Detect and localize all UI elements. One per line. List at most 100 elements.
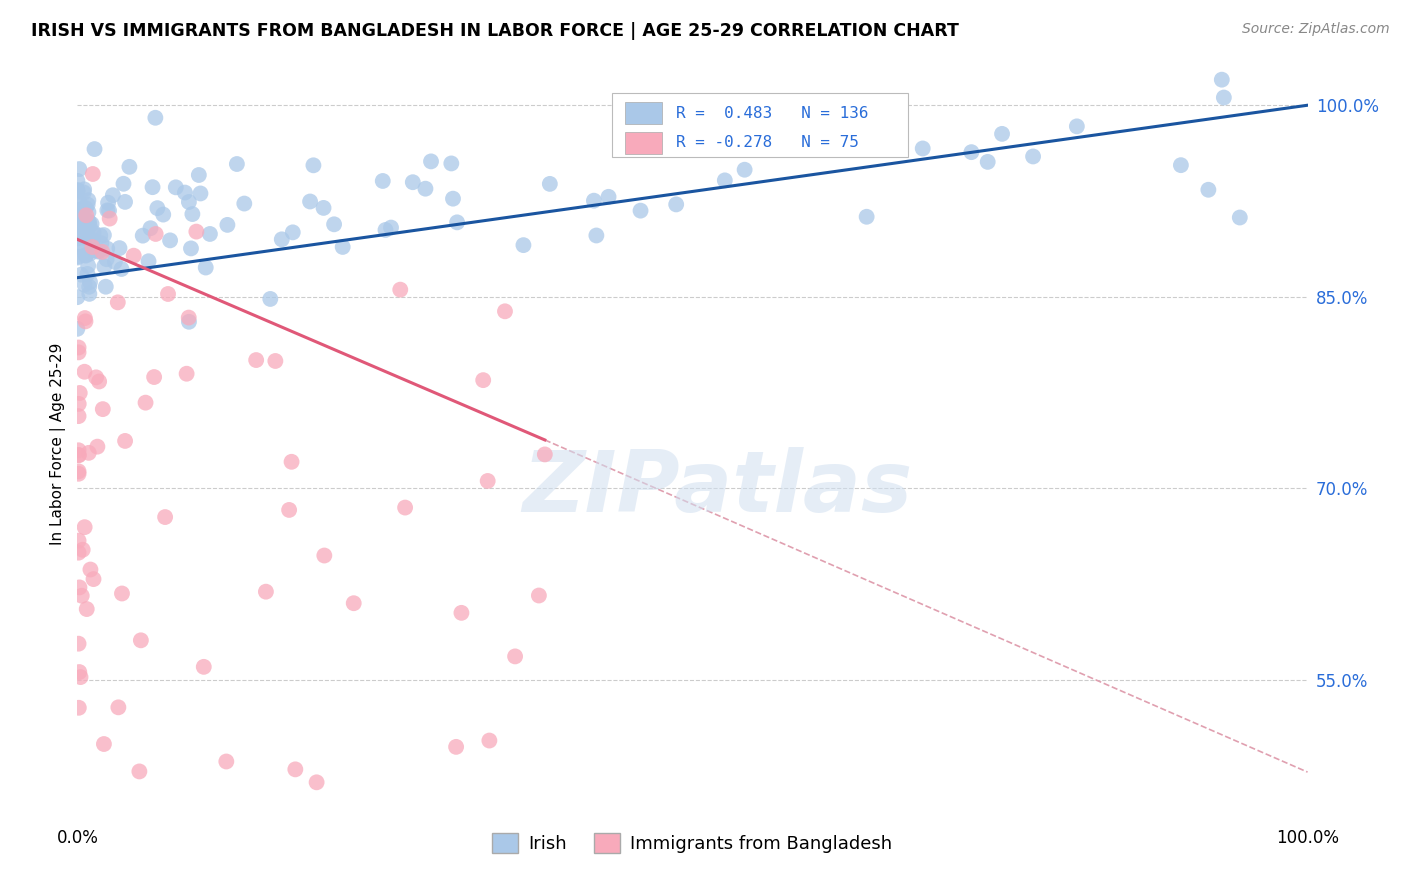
Text: R = -0.278   N = 75: R = -0.278 N = 75 — [676, 136, 859, 151]
Point — [143, 370, 166, 384]
Point — [67, 464, 90, 478]
Point — [734, 162, 756, 177]
Point — [67, 397, 90, 411]
Point — [75, 201, 97, 215]
Point — [66, 202, 89, 217]
Point — [190, 186, 212, 201]
Point — [314, 549, 336, 563]
Point — [67, 215, 90, 229]
Point — [714, 173, 737, 187]
Point — [1066, 120, 1088, 134]
Point — [69, 386, 91, 401]
Point — [494, 304, 516, 318]
Text: R =  0.483   N = 136: R = 0.483 N = 136 — [676, 105, 869, 120]
Point — [630, 203, 652, 218]
Point — [70, 268, 93, 282]
Point — [90, 236, 112, 251]
Point — [139, 221, 162, 235]
Point — [176, 367, 198, 381]
Point — [67, 47, 90, 62]
Point — [69, 203, 91, 218]
Point — [582, 194, 605, 208]
Point — [112, 177, 135, 191]
Point — [69, 229, 91, 244]
Point — [89, 375, 111, 389]
Point — [991, 127, 1014, 141]
Point — [87, 244, 110, 259]
Point — [83, 243, 105, 257]
Point — [66, 174, 89, 188]
Point — [66, 185, 89, 199]
Point — [66, 214, 89, 228]
Point — [83, 226, 105, 240]
Point — [77, 279, 100, 293]
Point — [75, 314, 97, 328]
Point — [67, 700, 90, 714]
Point — [450, 606, 472, 620]
Point — [66, 216, 89, 230]
Point — [77, 446, 100, 460]
Point — [174, 186, 197, 200]
Point — [80, 217, 103, 231]
Y-axis label: In Labor Force | Age 25-29: In Labor Force | Age 25-29 — [51, 343, 66, 545]
Point — [118, 160, 141, 174]
Point — [93, 737, 115, 751]
Bar — [624, 102, 662, 125]
Point — [187, 168, 209, 182]
Point — [72, 202, 94, 216]
Point — [67, 199, 90, 213]
Point — [77, 215, 100, 229]
Point — [66, 251, 89, 265]
Bar — [624, 132, 662, 154]
Point — [1211, 72, 1233, 87]
Point — [1229, 211, 1251, 225]
Point — [1022, 149, 1045, 163]
Point — [67, 214, 90, 228]
Point — [534, 447, 557, 461]
Point — [299, 194, 322, 209]
Point — [177, 315, 200, 329]
Point — [76, 602, 98, 616]
Point — [129, 633, 152, 648]
Point — [98, 203, 121, 218]
Point — [79, 275, 101, 289]
Point — [66, 217, 89, 231]
Point — [107, 295, 129, 310]
Point — [444, 739, 467, 754]
Text: ZIPatlas: ZIPatlas — [522, 448, 912, 531]
Point — [806, 130, 828, 145]
Point — [159, 233, 181, 247]
Point — [77, 193, 100, 207]
Point — [67, 637, 90, 651]
Point — [72, 542, 94, 557]
Point — [67, 467, 90, 481]
Point — [67, 443, 90, 458]
Point — [70, 589, 93, 603]
Point — [152, 208, 174, 222]
Point — [77, 205, 100, 219]
Point — [73, 240, 96, 254]
Point — [96, 252, 118, 267]
Point — [233, 196, 256, 211]
Point — [96, 203, 118, 218]
Point — [93, 228, 115, 243]
Point — [1170, 158, 1192, 172]
Point — [89, 228, 111, 243]
Point — [79, 562, 101, 576]
Point — [94, 279, 117, 293]
Point — [83, 142, 105, 156]
Point — [79, 219, 101, 234]
Point — [66, 184, 89, 198]
Point — [198, 227, 221, 241]
Point — [76, 197, 98, 211]
Point — [512, 238, 534, 252]
Point — [86, 440, 108, 454]
Point — [217, 218, 239, 232]
Point — [280, 455, 302, 469]
Point — [73, 277, 96, 292]
Point — [976, 154, 998, 169]
Point — [67, 665, 90, 679]
Point — [135, 395, 157, 409]
Point — [245, 353, 267, 368]
Point — [114, 434, 136, 448]
